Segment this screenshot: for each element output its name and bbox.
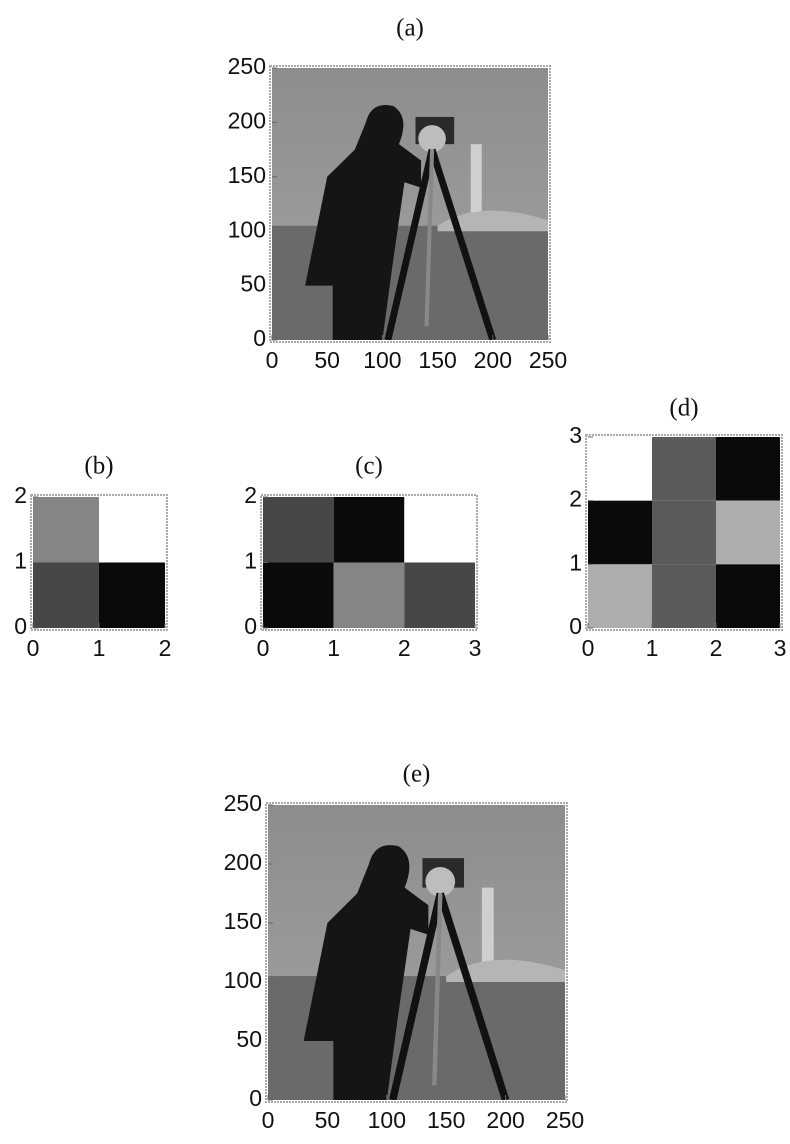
y-tick-label: 2 [14, 482, 27, 508]
y-tick-label: 0 [14, 613, 27, 639]
x-tick-label: 0 [266, 347, 279, 373]
x-tick-label: 3 [469, 635, 482, 661]
cell [652, 564, 716, 628]
x-tick-label: 3 [774, 635, 787, 661]
cell [404, 497, 475, 563]
x-tick-label: 150 [418, 347, 456, 373]
x-tick-label: 100 [368, 1107, 406, 1133]
x-tick-label: 250 [546, 1107, 584, 1133]
y-tick-label: 2 [244, 482, 257, 508]
x-tick-label: 100 [363, 347, 401, 373]
y-tick-label: 250 [224, 790, 262, 816]
cell [716, 437, 780, 501]
y-tick-label: 150 [224, 908, 262, 934]
panel-title: (b) [84, 453, 113, 480]
cell [263, 497, 334, 563]
x-tick-label: 2 [159, 635, 172, 661]
y-tick-label: 200 [228, 107, 266, 133]
x-tick-label: 0 [262, 1107, 275, 1133]
y-tick-label: 1 [569, 549, 582, 575]
photo [268, 805, 565, 1100]
cell [588, 437, 652, 501]
y-tick-label: 250 [228, 53, 266, 79]
cell [334, 563, 405, 629]
cell [404, 563, 475, 629]
y-tick-label: 1 [14, 548, 27, 574]
y-tick-label: 100 [228, 216, 266, 242]
cell [716, 501, 780, 565]
cell [716, 564, 780, 628]
cell [33, 497, 99, 563]
x-tick-label: 1 [646, 635, 659, 661]
x-tick-label: 1 [327, 635, 340, 661]
cell [652, 501, 716, 565]
y-tick-label: 2 [569, 486, 582, 512]
x-tick-label: 2 [398, 635, 411, 661]
x-tick-label: 150 [427, 1107, 465, 1133]
cell [588, 564, 652, 628]
y-tick-label: 0 [249, 1085, 262, 1111]
panel-title: (d) [669, 395, 698, 422]
cell [652, 437, 716, 501]
x-tick-label: 250 [529, 347, 567, 373]
y-tick-label: 100 [224, 967, 262, 993]
cell [263, 563, 334, 629]
x-tick-label: 0 [257, 635, 270, 661]
y-tick-label: 0 [253, 325, 266, 351]
x-tick-label: 2 [710, 635, 723, 661]
cell [99, 497, 165, 563]
x-tick-label: 1 [93, 635, 106, 661]
x-tick-label: 200 [474, 347, 512, 373]
panel-title: (a) [396, 15, 424, 42]
photo [272, 68, 548, 340]
cell [334, 497, 405, 563]
panel-title: (c) [355, 453, 383, 480]
y-tick-label: 1 [244, 548, 257, 574]
y-tick-label: 200 [224, 849, 262, 875]
panel-title: (e) [403, 761, 431, 788]
y-tick-label: 150 [228, 162, 266, 188]
x-tick-label: 0 [27, 635, 40, 661]
x-tick-label: 0 [582, 635, 595, 661]
cell [99, 563, 165, 629]
figure: (a)050100150200250050100150200250(b)0120… [0, 0, 790, 1144]
cell [33, 563, 99, 629]
y-tick-label: 0 [244, 613, 257, 639]
y-tick-label: 0 [569, 613, 582, 639]
y-tick-label: 3 [569, 422, 582, 448]
y-tick-label: 50 [236, 1026, 262, 1052]
cell [588, 501, 652, 565]
x-tick-label: 50 [315, 1107, 341, 1133]
x-tick-label: 50 [314, 347, 340, 373]
x-tick-label: 200 [486, 1107, 524, 1133]
y-tick-label: 50 [240, 271, 266, 297]
